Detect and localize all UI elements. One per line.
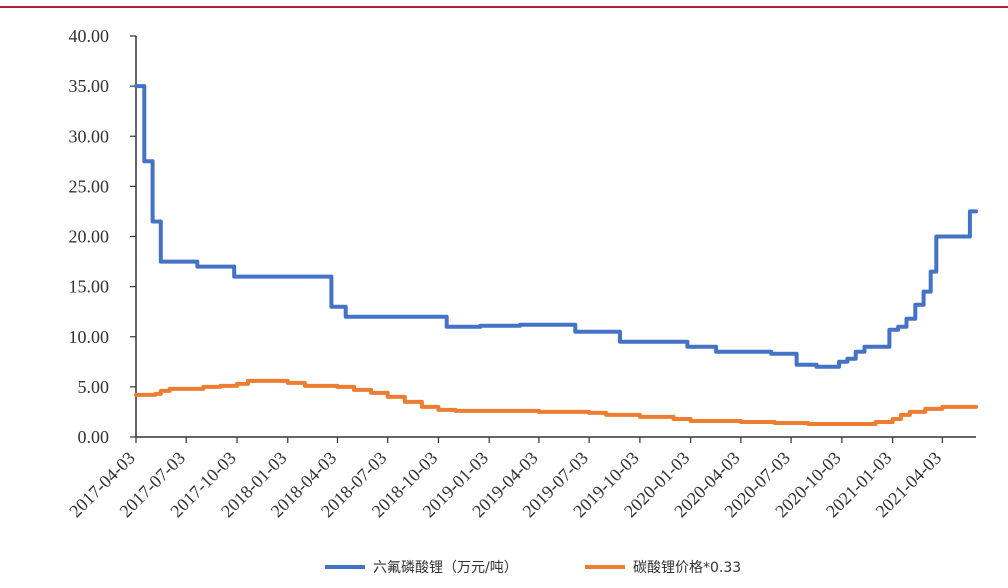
legend-swatch-li2co3 — [585, 565, 625, 569]
y-tick-label: 5.00 — [78, 377, 110, 397]
y-tick-label: 40.00 — [69, 26, 110, 46]
line-chart: 0.00 5.00 10.00 15.00 20.00 25.00 30.00 35.00 40… — [65, 26, 978, 521]
series-layer — [134, 84, 978, 426]
top-divider-line — [0, 6, 1008, 8]
x-axis: 2017-04-032017-07-032017-10-032018-01-03… — [65, 436, 976, 521]
legend-swatch-lipf6 — [325, 565, 365, 569]
y-tick-label: 25.00 — [69, 176, 110, 196]
y-tick-label: 30.00 — [69, 126, 110, 146]
series-line-lipf6 — [134, 84, 978, 369]
legend-item-lipf6: 六氟磷酸锂（万元/吨） — [325, 557, 518, 577]
legend-label-lipf6: 六氟磷酸锂（万元/吨） — [373, 560, 518, 576]
y-tick-label: 35.00 — [69, 76, 110, 96]
y-tick-label: 0.00 — [78, 427, 110, 447]
y-axis: 0.00 5.00 10.00 15.00 20.00 25.00 30.00 35.00 40… — [69, 26, 137, 447]
y-tick-label: 10.00 — [69, 327, 110, 347]
series-line-li2co3 — [134, 378, 978, 426]
y-tick-label: 20.00 — [69, 227, 110, 247]
y-tick-label: 15.00 — [69, 277, 110, 297]
legend-item-li2co3: 碳酸锂价格*0.33 — [585, 557, 741, 577]
legend-label-li2co3: 碳酸锂价格*0.33 — [633, 560, 742, 576]
